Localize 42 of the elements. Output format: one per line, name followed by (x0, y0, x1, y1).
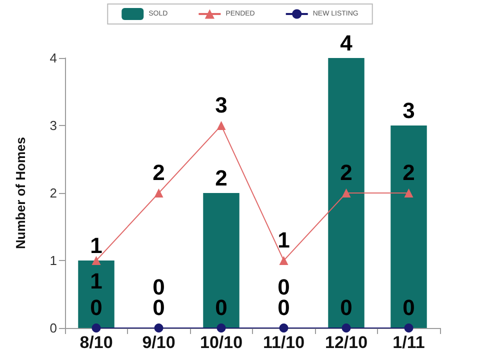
data-label: 1 (90, 268, 102, 294)
point (342, 324, 351, 332)
data-label: 2 (340, 160, 352, 185)
point (154, 324, 164, 332)
data-label: 0 (215, 295, 228, 320)
data-label: 2 (152, 160, 165, 185)
x-tick-label: 1/11 (392, 333, 425, 352)
x-tick-label: 9/10 (142, 333, 176, 352)
data-label: 0 (402, 295, 415, 320)
point (154, 188, 164, 198)
x-tick-label: 11/10 (262, 333, 305, 352)
data-label: 2 (215, 166, 228, 190)
data-label: 1 (278, 228, 290, 252)
point (404, 188, 414, 198)
y-tick-label: 0 (50, 320, 57, 336)
data-label: 3 (402, 98, 415, 123)
point (279, 324, 288, 332)
bar (78, 260, 114, 328)
data-label: 2 (402, 160, 415, 185)
point (92, 324, 101, 332)
y-tick-label: 2 (50, 186, 57, 200)
point (216, 324, 226, 332)
x-tick-label: 12/10 (324, 333, 368, 352)
point (92, 256, 101, 265)
y-axis-title: Number of Homes (13, 137, 28, 249)
point (216, 121, 226, 130)
data-label: 4 (340, 30, 354, 56)
x-tick-label: 10/10 (200, 333, 243, 352)
point (342, 188, 351, 198)
y-tick-label: 3 (50, 118, 57, 133)
bar (203, 193, 240, 328)
bar (328, 58, 364, 328)
x-tick-label: 8/10 (80, 333, 113, 352)
data-label: 0 (340, 295, 352, 320)
y-tick-label: 4 (50, 50, 57, 66)
point (404, 324, 414, 332)
data-label: 0 (90, 295, 102, 320)
point (279, 256, 288, 265)
data-label: 3 (215, 92, 228, 118)
data-label: 1 (90, 233, 102, 258)
bar (390, 126, 427, 328)
y-tick-label: 1 (50, 253, 57, 268)
